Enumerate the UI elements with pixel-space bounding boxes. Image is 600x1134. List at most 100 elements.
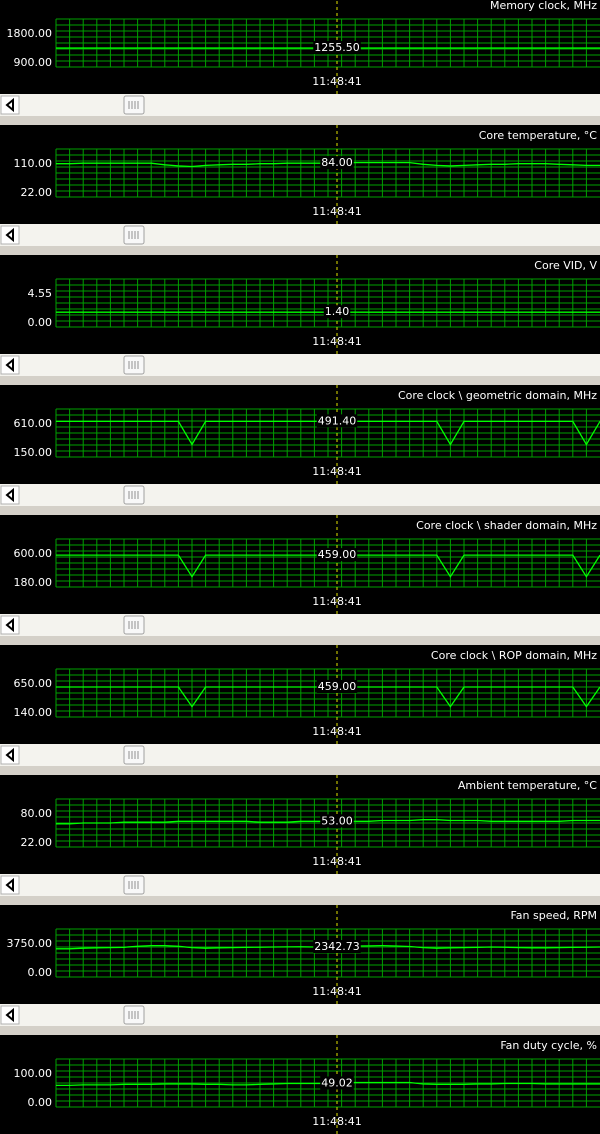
scroll-thumb[interactable] — [123, 875, 145, 895]
scrollbar[interactable] — [0, 1004, 600, 1026]
time-label: 11:48:41 — [312, 855, 361, 868]
scroll-left-arrow — [5, 487, 14, 503]
panel-title: Core clock \ shader domain, MHz — [416, 519, 597, 532]
monitor-panel: Core clock \ geometric domain, MHz 610.00… — [0, 385, 600, 506]
scroll-track[interactable] — [0, 614, 600, 636]
scroll-track[interactable] — [0, 224, 600, 246]
scroll-left-arrow — [5, 877, 14, 893]
scrollbar[interactable] — [0, 484, 600, 506]
scroll-left-button[interactable] — [0, 1005, 20, 1025]
current-value: 2342.73 — [314, 940, 360, 953]
y-max-label: 80.00 — [21, 807, 53, 820]
scroll-left-arrow — [5, 227, 14, 243]
scroll-left-button[interactable] — [0, 485, 20, 505]
y-min-label: 22.00 — [21, 186, 53, 199]
scroll-left-arrow — [5, 747, 14, 763]
y-min-label: 900.00 — [14, 56, 53, 69]
graph-background — [0, 385, 600, 484]
current-value: 84.00 — [321, 156, 353, 169]
graph-background — [0, 125, 600, 224]
y-min-label: 140.00 — [14, 706, 53, 719]
y-max-label: 4.55 — [28, 287, 53, 300]
time-label: 11:48:41 — [312, 335, 361, 348]
panel-title: Fan duty cycle, % — [500, 1039, 597, 1052]
current-value-bg — [313, 41, 361, 55]
panel-title: Core temperature, °C — [479, 129, 598, 142]
y-min-label: 150.00 — [14, 446, 53, 459]
scroll-track[interactable] — [0, 744, 600, 766]
panel-title: Memory clock, MHz — [490, 0, 597, 12]
current-value-bg — [320, 156, 354, 170]
current-value-bg — [313, 940, 361, 954]
current-value: 49.02 — [321, 1076, 353, 1089]
y-min-label: 180.00 — [14, 576, 53, 589]
time-label: 11:48:41 — [312, 595, 361, 608]
current-value-bg — [316, 548, 358, 562]
current-value: 1.40 — [325, 305, 350, 318]
scroll-thumb[interactable] — [123, 355, 145, 375]
graph-background — [0, 775, 600, 874]
time-label: 11:48:41 — [312, 1115, 361, 1128]
scroll-thumb[interactable] — [123, 745, 145, 765]
y-min-label: 0.00 — [28, 966, 53, 979]
scroll-track[interactable] — [0, 1004, 600, 1026]
y-min-label: 22.00 — [21, 836, 53, 849]
panel-title: Ambient temperature, °C — [458, 779, 597, 792]
scroll-thumb[interactable] — [123, 615, 145, 635]
scrollbar[interactable] — [0, 224, 600, 246]
scroll-left-button[interactable] — [0, 745, 20, 765]
scroll-left-button[interactable] — [0, 95, 20, 115]
panel-title: Core clock \ ROP domain, MHz — [431, 649, 597, 662]
scrollbar[interactable] — [0, 354, 600, 376]
y-min-label: 0.00 — [28, 316, 53, 329]
scroll-left-button[interactable] — [0, 225, 20, 245]
graph-background — [0, 645, 600, 744]
scroll-left-button[interactable] — [0, 875, 20, 895]
y-max-label: 600.00 — [14, 547, 53, 560]
monitor-panel: Core clock \ shader domain, MHz 600.00 180… — [0, 515, 600, 636]
scroll-left-button[interactable] — [0, 355, 20, 375]
scroll-thumb[interactable] — [123, 225, 145, 245]
panel-title: Core clock \ geometric domain, MHz — [398, 389, 597, 402]
scroll-thumb[interactable] — [123, 1005, 145, 1025]
time-label: 11:48:41 — [312, 725, 361, 738]
monitor-panel: Fan speed, RPM 3750.00 0.00 2342.73 11:48:41 — [0, 905, 600, 1026]
graph-background — [0, 255, 600, 354]
monitor-panel: Core clock \ ROP domain, MHz 650.00 140.00… — [0, 645, 600, 766]
scroll-thumb[interactable] — [123, 485, 145, 505]
current-value: 1255.50 — [314, 41, 360, 54]
monitor-panel: Ambient temperature, °C 80.00 22.00 53.00 11… — [0, 775, 600, 896]
scroll-track[interactable] — [0, 354, 600, 376]
current-value: 459.00 — [318, 680, 357, 693]
y-max-label: 3750.00 — [7, 937, 53, 950]
scrollbar[interactable] — [0, 614, 600, 636]
time-label: 11:48:41 — [312, 465, 361, 478]
current-value: 459.00 — [318, 548, 357, 561]
scroll-left-arrow — [5, 617, 14, 633]
current-value: 53.00 — [321, 814, 353, 827]
monitor-panel: Core temperature, °C 110.00 22.00 84.00 11:4… — [0, 125, 600, 246]
current-value: 491.40 — [318, 414, 357, 427]
current-value-bg — [316, 414, 358, 428]
scroll-left-button[interactable] — [0, 615, 20, 635]
y-max-label: 650.00 — [14, 677, 53, 690]
graph-background — [0, 905, 600, 1004]
scroll-track[interactable] — [0, 874, 600, 896]
time-label: 11:48:41 — [312, 75, 361, 88]
scrollbar[interactable] — [0, 874, 600, 896]
y-max-label: 1800.00 — [7, 27, 53, 40]
scroll-track[interactable] — [0, 484, 600, 506]
time-label: 11:48:41 — [312, 205, 361, 218]
scroll-track[interactable] — [0, 94, 600, 116]
y-max-label: 110.00 — [14, 157, 53, 170]
graph-background — [0, 0, 600, 94]
panel-title: Fan speed, RPM — [510, 909, 597, 922]
monitor-panel: Core VID, V 4.55 0.00 1.40 11:48:41 — [0, 255, 600, 376]
scroll-thumb[interactable] — [123, 95, 145, 115]
scrollbar[interactable] — [0, 94, 600, 116]
scroll-left-arrow — [5, 1007, 14, 1023]
current-value-bg — [320, 1076, 354, 1090]
scrollbar[interactable] — [0, 744, 600, 766]
